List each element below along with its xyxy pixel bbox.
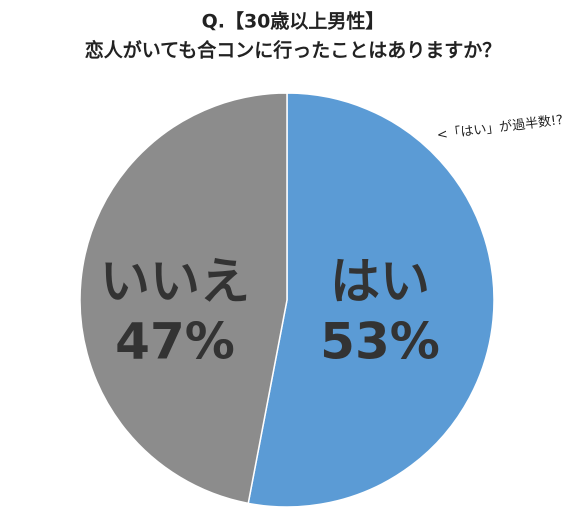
value-label: 53% <box>320 313 440 371</box>
slice-label: はい <box>330 253 430 311</box>
chart-subtitle: 恋人がいても合コンに行ったことはありますか？ <box>85 39 501 62</box>
chart-title: Q.【30歳以上男性】 <box>202 10 385 33</box>
value-label: 47% <box>115 313 235 371</box>
pie-slice <box>247 92 495 508</box>
annotation: <「はい」が過半数!? <box>436 113 564 143</box>
pie-slice <box>79 92 288 505</box>
slice-label: いいえ <box>100 253 250 311</box>
